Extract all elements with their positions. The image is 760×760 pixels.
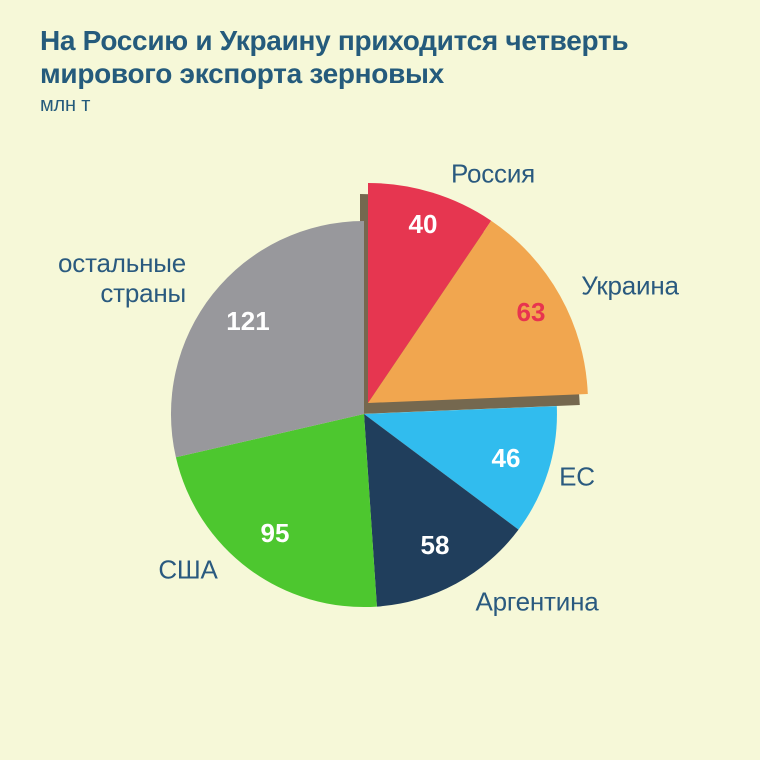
pie-slice-0-россия: [368, 182, 492, 403]
label-russia: Россия: [450, 158, 536, 189]
slice-value-3: 58: [421, 530, 450, 560]
pie-slice-2-ес: [364, 406, 557, 530]
slice-value-5: 121: [226, 306, 269, 336]
pie-slice-5-остальные-страны: [170, 220, 364, 458]
pie-slice-1-украина: [368, 220, 588, 403]
chart-title-line1: На Россию и Украину приходится четверть: [40, 25, 629, 56]
slice-value-4: 95: [261, 518, 290, 548]
pie-slice-4-сша: [175, 414, 377, 608]
label-ukraine: Украина: [581, 270, 679, 301]
units-label: млн т: [40, 94, 91, 116]
pie-slice-3-аргентина: [364, 414, 519, 607]
slice-value-0: 40: [409, 209, 438, 239]
label-argentina: Аргентина: [475, 586, 599, 617]
label-other-countries: остальные страны: [58, 248, 186, 308]
footer: post media Источник: оценка Мирового сов…: [0, 670, 760, 760]
chart-title-line2: мирового экспорта зерновых: [40, 58, 444, 89]
label-eu: ЕС: [559, 461, 595, 492]
slice-value-2: 46: [492, 443, 521, 473]
label-usa: США: [158, 554, 218, 585]
slice-value-1: 63: [517, 297, 546, 327]
title-block: На Россию и Украину приходится четверть …: [40, 24, 680, 117]
